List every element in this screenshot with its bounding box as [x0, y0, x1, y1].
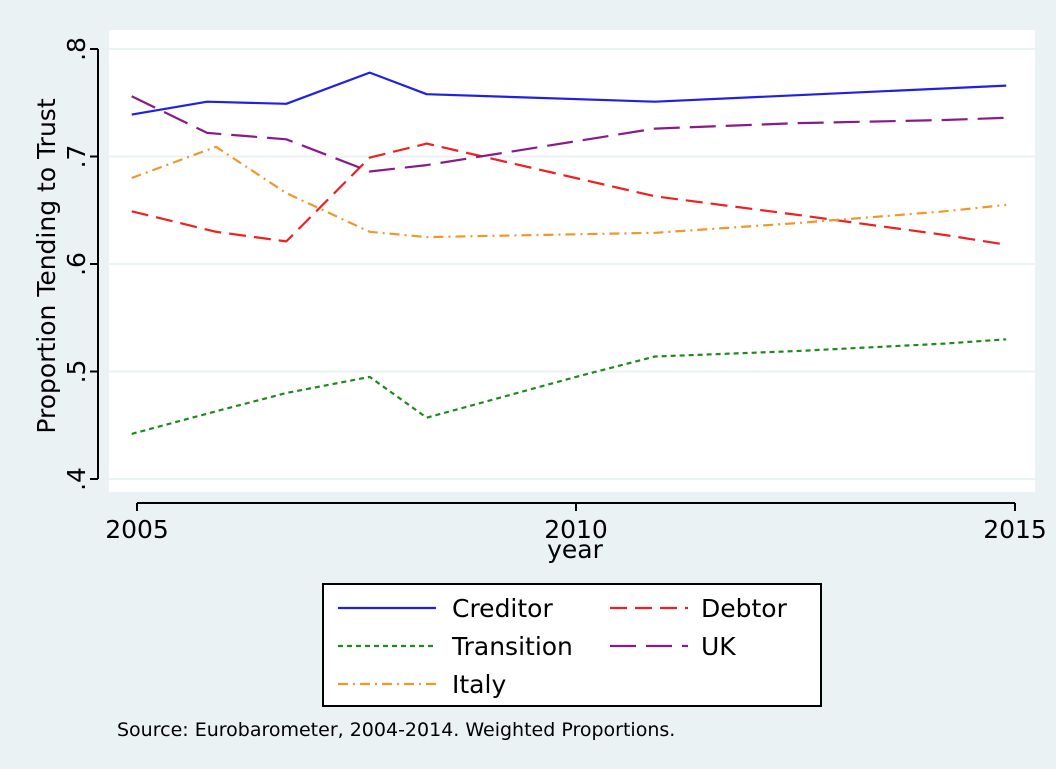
legend-label-uk: UK	[701, 632, 736, 661]
x-tick-label: 2015	[983, 515, 1047, 544]
series-line-creditor	[131, 71, 1007, 116]
legend-label-debtor: Debtor	[701, 594, 788, 623]
series-line-italy	[131, 145, 1007, 239]
series-line-uk	[131, 95, 1007, 173]
gridlines	[109, 48, 1035, 480]
x-axis-title: year	[547, 535, 603, 564]
y-tick-label: .5	[62, 360, 91, 384]
legend-label-creditor: Creditor	[452, 594, 553, 623]
y-tick-label: .6	[62, 252, 91, 276]
legend-label-italy: Italy	[452, 670, 506, 699]
y-tick-label: .8	[62, 37, 91, 61]
plot-background	[109, 30, 1035, 492]
x-tick-label: 2010	[544, 515, 608, 544]
series-layer	[131, 71, 1007, 435]
legend-label-transition: Transition	[451, 632, 573, 661]
y-tick-label: .4	[62, 467, 91, 491]
source-note: Source: Eurobarometer, 2004-2014. Weight…	[117, 719, 675, 741]
series-line-transition	[131, 338, 1007, 435]
series-line-debtor	[131, 142, 1007, 246]
legend: Creditor Debtor Transition UK Italy	[322, 583, 822, 707]
y-axis-title: Proportion Tending to Trust	[32, 98, 61, 433]
y-tick-label: .7	[62, 145, 91, 169]
axes: .4 .5 .6 .7 .8 2005 2010 2015	[62, 37, 1047, 544]
x-tick-label: 2005	[105, 515, 169, 544]
